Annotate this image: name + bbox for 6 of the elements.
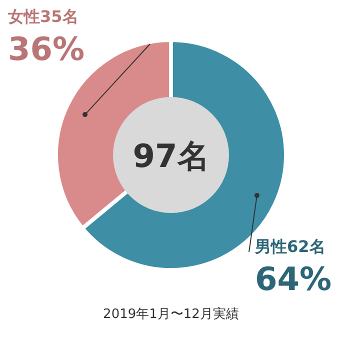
data-label: 36% [8,30,85,68]
text: 2019年1月〜12月実績 [103,306,239,322]
slice-label: 女性35名 [7,7,78,26]
slice-label: 男性62名 [254,237,326,256]
data-label: 64% [255,260,332,298]
text: 97名 [132,137,210,175]
